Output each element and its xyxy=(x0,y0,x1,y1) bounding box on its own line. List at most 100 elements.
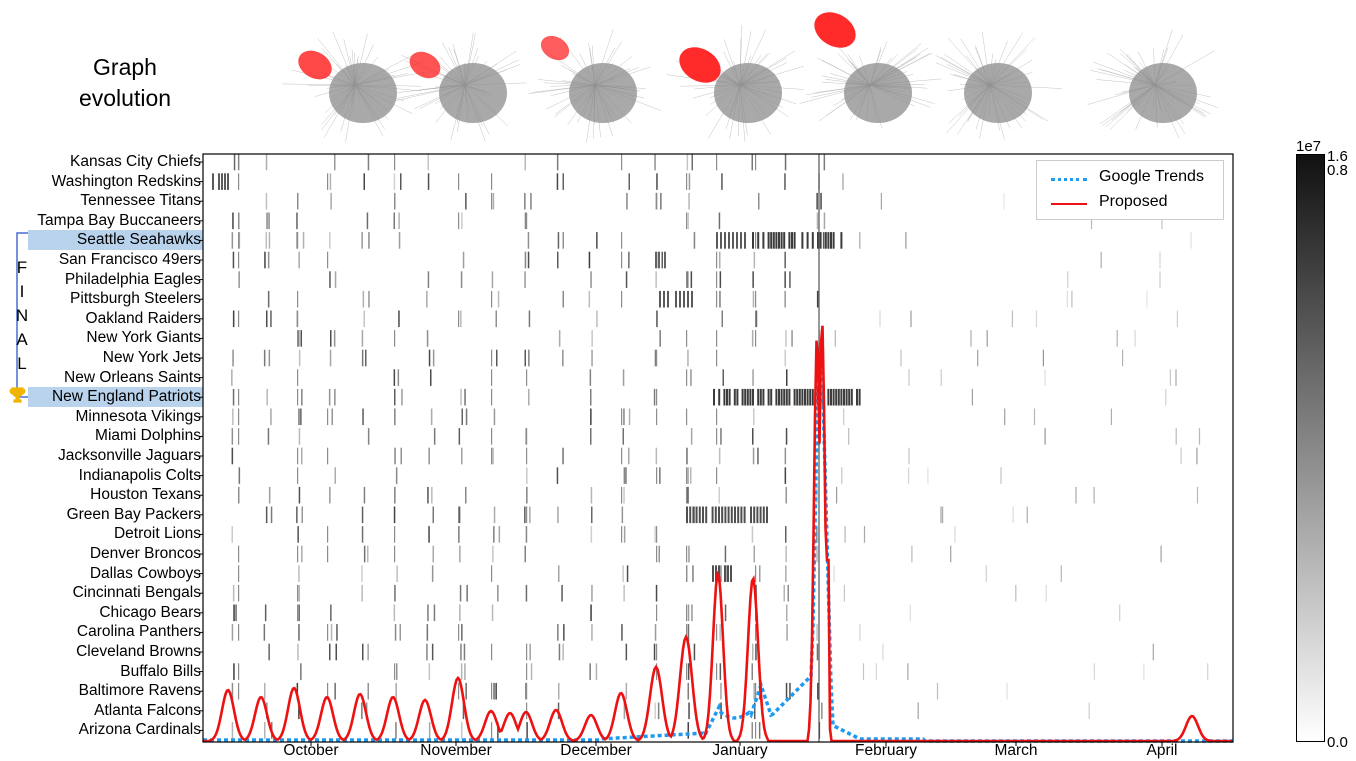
graph-thumbnail xyxy=(935,31,1063,140)
heatmap-cell xyxy=(300,408,302,426)
heatmap-cell xyxy=(816,486,818,504)
heatmap-cell xyxy=(1152,643,1154,661)
graph-thumbnail xyxy=(528,29,662,143)
heatmap-cell xyxy=(526,486,528,504)
heatmap-cell xyxy=(431,486,433,504)
heatmap-cell xyxy=(767,232,770,249)
heatmap-cell xyxy=(297,388,299,406)
heatmap-cell xyxy=(330,624,333,641)
heatmap-cell xyxy=(625,271,628,288)
heatmap-cell xyxy=(491,722,493,739)
heatmap-cell xyxy=(656,663,658,680)
legend-proposed-label: Proposed xyxy=(1099,193,1168,210)
heatmap-cell xyxy=(558,330,561,347)
heatmap-cell xyxy=(752,232,754,249)
heatmap-cell xyxy=(688,545,690,563)
heatmap-cell xyxy=(820,192,822,210)
heatmap-cell xyxy=(526,369,528,386)
heatmap-cell xyxy=(266,388,268,406)
legend-trends-label: Google Trends xyxy=(1099,168,1204,185)
heatmap-cell xyxy=(755,232,757,249)
heatmap-cell xyxy=(728,388,731,406)
heatmap-cell xyxy=(623,584,625,602)
heatmap-cell xyxy=(298,624,300,641)
colorbar-min-label: 0.0 xyxy=(1327,734,1348,751)
heatmap-cell xyxy=(557,232,560,249)
heatmap-cell xyxy=(525,428,527,445)
heatmap-cell xyxy=(759,506,762,524)
heatmap-cell xyxy=(816,643,819,661)
heatmap-cell xyxy=(840,232,843,249)
heatmap-cell xyxy=(491,565,493,582)
heatmap-cell xyxy=(1093,663,1095,680)
heatmap-cell xyxy=(780,388,783,406)
heatmap-cell xyxy=(758,192,760,210)
heatmap-cell xyxy=(491,271,494,288)
heatmap-cell xyxy=(590,271,592,288)
trophy-icon xyxy=(9,387,26,403)
heatmap-cell xyxy=(793,232,796,249)
heatmap-cell xyxy=(775,388,778,406)
heatmap-cell xyxy=(596,310,598,328)
heatmap-cell xyxy=(333,330,336,347)
heatmap-cell xyxy=(428,663,431,680)
heatmap-cell xyxy=(749,388,752,406)
heatmap-cell xyxy=(719,624,721,641)
heatmap-cell xyxy=(727,506,730,524)
heatmap-cell xyxy=(426,643,428,661)
heatmap-cell xyxy=(296,506,298,524)
heatmap-cell xyxy=(675,290,677,308)
heatmap-cell xyxy=(238,663,240,680)
heatmap-cell xyxy=(628,447,630,465)
heatmap-cell xyxy=(462,251,465,269)
heatmap-cell xyxy=(394,192,396,210)
heatmap-cell xyxy=(621,408,623,426)
heatmap-cell xyxy=(971,388,973,406)
heatmap-cell xyxy=(740,506,743,524)
heatmap-cell xyxy=(526,506,528,524)
heatmap-cell xyxy=(753,682,755,700)
heatmap-cell xyxy=(297,526,299,543)
heatmap-cell xyxy=(497,722,499,739)
heatmap-cell xyxy=(770,388,773,406)
heatmap-cell xyxy=(297,310,299,328)
heatmap-cell xyxy=(394,330,396,347)
heatmap-cell xyxy=(398,212,400,230)
heatmap-cell xyxy=(690,467,692,484)
heatmap-cell xyxy=(361,506,364,524)
month-label: February xyxy=(854,742,918,759)
heatmap-cell xyxy=(495,682,497,700)
heatmap-cell xyxy=(458,428,461,445)
heatmap-cell xyxy=(879,310,881,328)
heatmap-cell xyxy=(687,624,690,641)
heatmap-cell xyxy=(231,447,234,465)
heatmap-cell xyxy=(766,506,768,524)
heatmap-cell xyxy=(264,604,267,622)
heatmap-cell xyxy=(720,428,722,445)
heatmap-cell xyxy=(622,565,624,582)
heatmap-cell xyxy=(238,408,240,426)
heatmap-cell xyxy=(679,290,681,308)
heatmap-cell xyxy=(927,467,929,484)
heatmap-cell xyxy=(393,369,396,386)
heatmap-cell xyxy=(328,388,331,406)
heatmap-cell xyxy=(621,232,623,249)
heatmap-cell xyxy=(361,526,364,543)
heatmap-cell xyxy=(786,624,788,641)
legend-trends-swatch xyxy=(1051,178,1087,181)
heatmap-cell xyxy=(300,663,302,680)
heatmap-cell xyxy=(237,153,240,171)
heatmap-cell xyxy=(832,232,835,249)
heatmap-cell xyxy=(267,251,270,269)
heatmap-cell xyxy=(491,428,493,445)
heatmap-cell xyxy=(1071,290,1073,308)
heatmap-cell xyxy=(833,565,835,582)
heatmap-cell xyxy=(1045,584,1047,602)
heatmap-cell xyxy=(1075,486,1077,504)
heatmap-cell xyxy=(458,310,460,328)
heatmap-cell xyxy=(785,526,787,543)
heatmap-cell xyxy=(783,584,785,602)
final-letter: A xyxy=(16,330,28,349)
heatmap-cell xyxy=(396,663,398,680)
